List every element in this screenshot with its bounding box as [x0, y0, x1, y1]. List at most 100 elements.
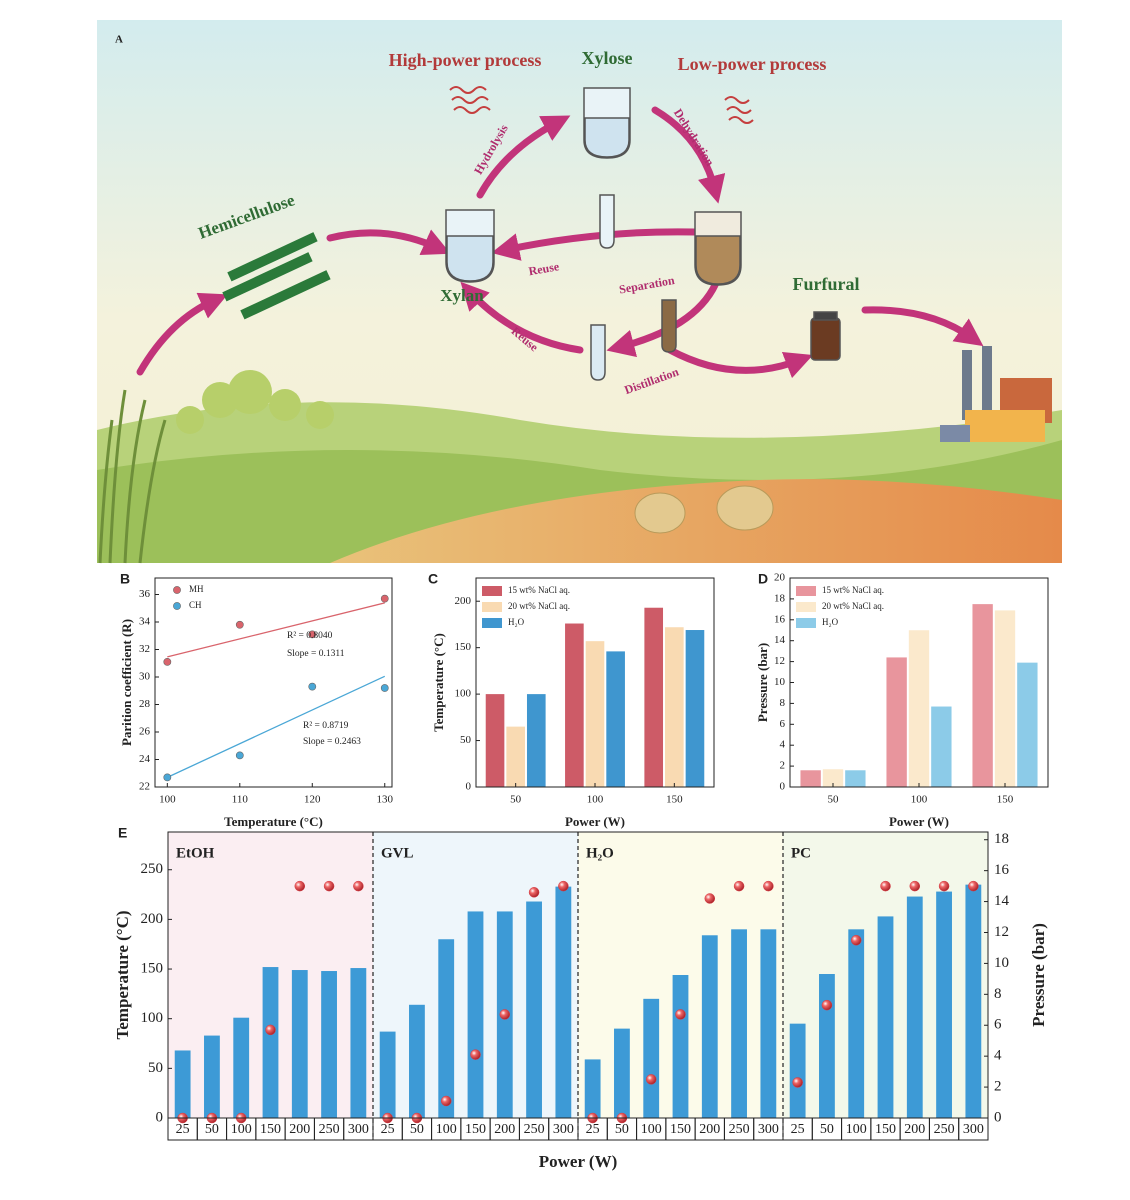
y-tick-label: 200: [455, 595, 472, 607]
x-tick-label: 50: [410, 1122, 424, 1137]
factory: [940, 346, 1052, 442]
x-axis-label: Power (W): [539, 1152, 618, 1171]
y2-tick-label: 10: [994, 955, 1009, 971]
x-tick-label: 50: [205, 1122, 219, 1137]
bar: [908, 630, 930, 787]
vessels: [445, 87, 841, 381]
data-point: [265, 1024, 276, 1036]
annotation: Slope = 0.2463: [303, 737, 361, 747]
x-tick-label: 200: [494, 1122, 515, 1137]
y-axis-label: Temperature (°C): [431, 633, 446, 732]
data-point: [645, 1074, 657, 1085]
x-tick-label: 150: [875, 1122, 896, 1137]
fit-line: [167, 675, 386, 778]
bar: [350, 968, 367, 1118]
x-tick-label: 50: [510, 794, 522, 806]
y-axis-label: Pressure (bar): [755, 643, 770, 722]
data-point: [308, 630, 317, 639]
bar: [936, 891, 952, 1118]
fit-line: [167, 602, 385, 658]
data-point: [380, 684, 389, 692]
y-tick-label: 24: [139, 753, 151, 765]
data-point: [704, 893, 716, 904]
y-tick-label: 34: [139, 616, 151, 628]
panel-label: A: [115, 34, 123, 46]
y2-tick-label: 2: [994, 1079, 1002, 1095]
y2-tick-label: 8: [994, 986, 1002, 1002]
legend-label: MH: [189, 584, 204, 594]
x-tick-label: 150: [465, 1122, 486, 1137]
x-tick-label: 25: [176, 1122, 190, 1137]
legend-swatch: [482, 602, 502, 612]
y-tick-label: 150: [455, 641, 472, 653]
bar: [665, 627, 684, 787]
y-tick-label: 20: [774, 572, 786, 584]
bar: [972, 604, 993, 787]
bar: [585, 641, 605, 787]
data-point: [440, 1095, 452, 1107]
y-tick-label: 0: [156, 1109, 164, 1125]
y-tick-label: 100: [455, 688, 472, 700]
x-tick-label: 150: [670, 1122, 691, 1137]
legend-label: 15 wt% NaCl aq.: [822, 585, 884, 595]
y-tick-label: 16: [774, 613, 786, 625]
bar: [204, 1035, 220, 1118]
legend-marker: [173, 586, 181, 594]
y2-tick-label: 18: [994, 831, 1009, 847]
y2-tick-label: 12: [994, 924, 1009, 940]
bar: [291, 970, 308, 1118]
data-point: [821, 999, 833, 1011]
x-tick-label: 150: [997, 794, 1014, 806]
panel-label: D: [758, 571, 768, 587]
x-tick-label: 100: [436, 1122, 457, 1137]
x-tick-label: 50: [615, 1122, 629, 1137]
bar: [701, 935, 718, 1118]
x-tick-label: 250: [524, 1122, 545, 1137]
panel-a: A High-power process Xylose Low-power pr…: [97, 20, 1062, 564]
y-tick-label: 32: [139, 643, 150, 655]
diagram-label: Xylose: [582, 48, 633, 68]
bar: [931, 706, 952, 787]
x-tick-label: 100: [159, 794, 176, 806]
legend-swatch: [796, 586, 816, 596]
bar: [438, 939, 455, 1118]
y-tick-label: 22: [139, 781, 150, 793]
y-tick-label: 50: [460, 734, 472, 746]
plot-frame: [154, 577, 393, 788]
y-tick-label: 200: [141, 911, 164, 927]
x-tick-label: 50: [820, 1122, 834, 1137]
data-point: [528, 887, 540, 898]
x-tick-label: 50: [828, 794, 840, 806]
x-tick-label: 150: [260, 1122, 281, 1137]
diagram-label: High-power process: [389, 50, 542, 70]
x-tick-label: 200: [289, 1122, 310, 1137]
bar: [800, 770, 821, 787]
trees: [176, 370, 334, 434]
x-tick-label: 110: [232, 794, 249, 806]
y-tick-label: 36: [139, 588, 151, 600]
group-label: PC: [791, 845, 811, 861]
y-tick-label: 150: [141, 960, 164, 976]
y-tick-label: 250: [141, 861, 164, 877]
group-label: GVL: [381, 845, 414, 861]
x-tick-label: 100: [911, 794, 928, 806]
data-point: [763, 880, 774, 892]
x-tick-label: 130: [377, 794, 394, 806]
legend-swatch: [482, 618, 502, 628]
x-tick-label: 200: [904, 1122, 925, 1137]
bar: [584, 1059, 601, 1118]
data-point: [163, 657, 172, 666]
data-point: [380, 594, 389, 603]
x-tick-label: 250: [934, 1122, 955, 1137]
data-point: [294, 880, 306, 892]
y-tick-label: 8: [780, 697, 786, 709]
x-tick-label: 250: [729, 1122, 750, 1137]
annotation: R² = 0.8040: [287, 631, 333, 641]
grass: [98, 389, 167, 564]
x-tick-label: 25: [791, 1122, 805, 1137]
y2-tick-label: 16: [994, 862, 1010, 878]
panel-label: B: [120, 571, 130, 587]
bar: [485, 694, 505, 787]
legend-label: 15 wt% NaCl aq.: [508, 585, 570, 595]
